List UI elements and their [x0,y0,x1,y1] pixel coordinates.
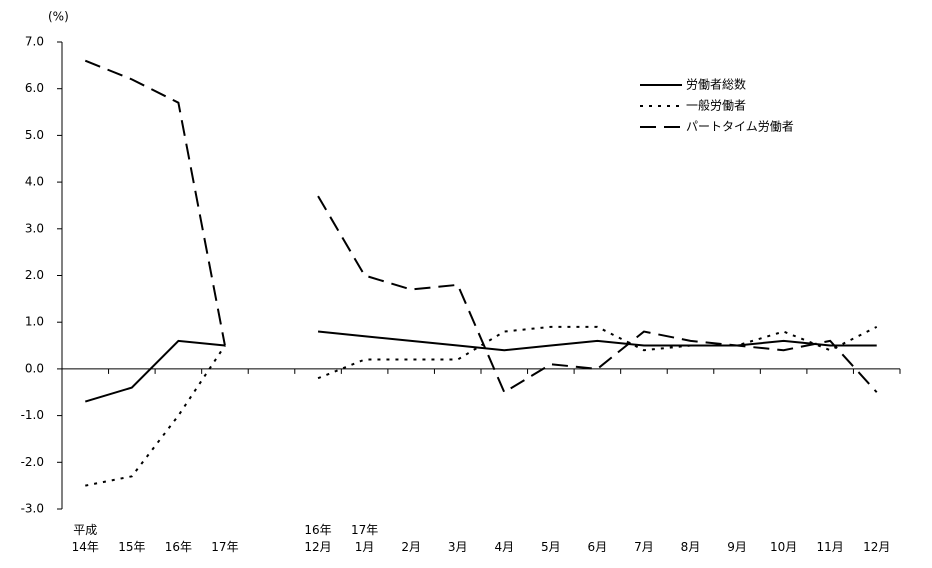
x-tick-label: 9月 [727,540,747,554]
x-tick-label: 3月 [447,540,468,554]
y-tick-label: 3.0 [25,221,44,235]
y-tick-label: 5.0 [25,128,44,142]
y-tick-label: 1.0 [25,315,44,329]
legend-label: 労働者総数 [686,77,746,92]
x-tick-label: 4月 [494,540,515,554]
x-tick-label: 15年 [118,540,146,554]
x-tick-label: 6月 [587,540,608,554]
y-tick-label: -3.0 [21,502,44,516]
x-tick-label: 平成 14年 [71,523,99,554]
x-tick-label: 10月 [769,540,798,554]
x-tick-label: 5月 [541,540,561,554]
x-tick-label: 16年 12月 [304,523,332,554]
y-axis-label: (%) [48,10,69,24]
legend-label: パートタイム労働者 [686,120,794,134]
x-tick-label: 2月 [401,540,421,554]
x-tick-label: 17年 [211,540,239,554]
series-line [85,325,878,487]
series-line [84,59,878,394]
series-line [84,330,877,403]
y-tick-label: 7.0 [25,35,44,49]
x-tick-label: 16年 [164,540,193,554]
y-tick-label: 2.0 [25,268,44,282]
x-tick-label: 7月 [634,540,654,554]
x-tick-label: 11月 [816,540,844,554]
x-tick-label: 12月 [863,540,891,554]
x-tick-label: 17年 1月 [350,523,379,554]
y-tick-label: 6.0 [25,81,44,95]
y-tick-label: 0.0 [25,361,44,375]
y-tick-label: 4.0 [25,175,44,189]
x-tick-label: 8月 [680,540,701,554]
y-tick-label: -1.0 [21,408,44,422]
y-tick-label: -2.0 [21,455,44,469]
legend-label: 一般労働者 [686,98,746,113]
